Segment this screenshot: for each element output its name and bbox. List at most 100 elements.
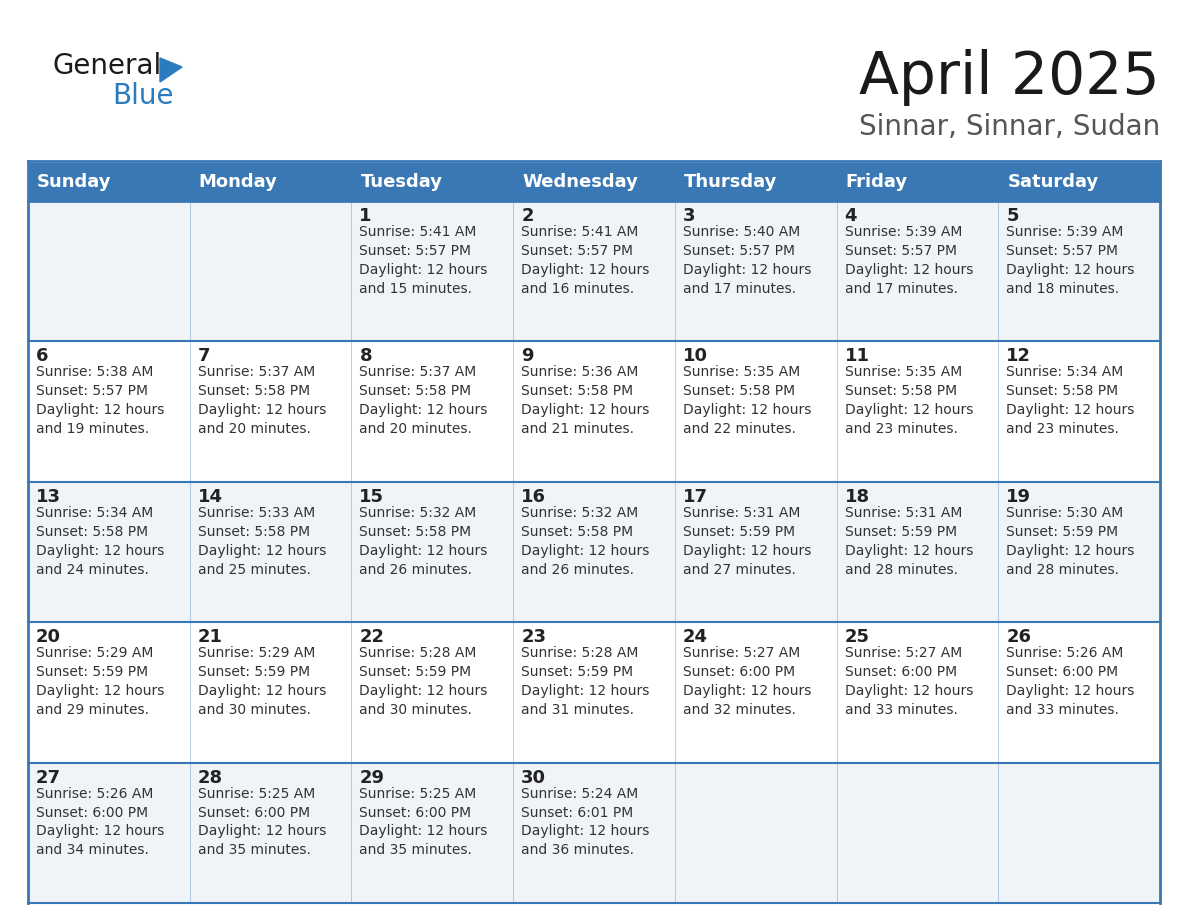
Text: 25: 25 [845, 628, 870, 646]
Bar [190, 482, 352, 622]
Bar [352, 622, 513, 763]
Bar [998, 163, 1159, 201]
Text: 17: 17 [683, 487, 708, 506]
Bar [998, 763, 1159, 903]
Text: Sunrise: 5:37 AM
Sunset: 5:58 PM
Daylight: 12 hours
and 20 minutes.: Sunrise: 5:37 AM Sunset: 5:58 PM Dayligh… [197, 365, 326, 436]
Text: Sunrise: 5:35 AM
Sunset: 5:58 PM
Daylight: 12 hours
and 22 minutes.: Sunrise: 5:35 AM Sunset: 5:58 PM Dayligh… [683, 365, 811, 436]
Text: 15: 15 [360, 487, 385, 506]
Bar [29, 482, 190, 622]
Text: Sunrise: 5:31 AM
Sunset: 5:59 PM
Daylight: 12 hours
and 27 minutes.: Sunrise: 5:31 AM Sunset: 5:59 PM Dayligh… [683, 506, 811, 577]
Bar [675, 482, 836, 622]
Text: Sinnar, Sinnar, Sudan: Sinnar, Sinnar, Sudan [859, 113, 1159, 141]
Text: 8: 8 [360, 347, 372, 365]
Bar [998, 622, 1159, 763]
Bar [998, 482, 1159, 622]
Text: 22: 22 [360, 628, 385, 646]
Text: 18: 18 [845, 487, 870, 506]
Bar [190, 163, 352, 201]
Bar [29, 163, 190, 201]
Text: 24: 24 [683, 628, 708, 646]
Text: Sunday: Sunday [37, 173, 112, 191]
Text: Sunrise: 5:29 AM
Sunset: 5:59 PM
Daylight: 12 hours
and 30 minutes.: Sunrise: 5:29 AM Sunset: 5:59 PM Dayligh… [197, 646, 326, 717]
Bar [513, 622, 675, 763]
Text: 5: 5 [1006, 207, 1019, 225]
Text: Sunrise: 5:37 AM
Sunset: 5:58 PM
Daylight: 12 hours
and 20 minutes.: Sunrise: 5:37 AM Sunset: 5:58 PM Dayligh… [360, 365, 488, 436]
Text: Sunrise: 5:28 AM
Sunset: 5:59 PM
Daylight: 12 hours
and 30 minutes.: Sunrise: 5:28 AM Sunset: 5:59 PM Dayligh… [360, 646, 488, 717]
Text: Sunrise: 5:31 AM
Sunset: 5:59 PM
Daylight: 12 hours
and 28 minutes.: Sunrise: 5:31 AM Sunset: 5:59 PM Dayligh… [845, 506, 973, 577]
Bar [190, 201, 352, 341]
Text: Sunrise: 5:35 AM
Sunset: 5:58 PM
Daylight: 12 hours
and 23 minutes.: Sunrise: 5:35 AM Sunset: 5:58 PM Dayligh… [845, 365, 973, 436]
Bar [513, 763, 675, 903]
Text: Sunrise: 5:25 AM
Sunset: 6:00 PM
Daylight: 12 hours
and 35 minutes.: Sunrise: 5:25 AM Sunset: 6:00 PM Dayligh… [360, 787, 488, 857]
Text: Sunrise: 5:32 AM
Sunset: 5:58 PM
Daylight: 12 hours
and 26 minutes.: Sunrise: 5:32 AM Sunset: 5:58 PM Dayligh… [522, 506, 650, 577]
Bar [836, 341, 998, 482]
Bar [352, 201, 513, 341]
Text: 26: 26 [1006, 628, 1031, 646]
Text: 29: 29 [360, 768, 385, 787]
Bar [998, 341, 1159, 482]
Text: Sunrise: 5:39 AM
Sunset: 5:57 PM
Daylight: 12 hours
and 17 minutes.: Sunrise: 5:39 AM Sunset: 5:57 PM Dayligh… [845, 225, 973, 296]
Bar [675, 341, 836, 482]
Text: 11: 11 [845, 347, 870, 365]
Text: Sunrise: 5:26 AM
Sunset: 6:00 PM
Daylight: 12 hours
and 34 minutes.: Sunrise: 5:26 AM Sunset: 6:00 PM Dayligh… [36, 787, 164, 857]
Bar [836, 163, 998, 201]
Text: 19: 19 [1006, 487, 1031, 506]
Bar [836, 201, 998, 341]
Bar [836, 622, 998, 763]
Text: 4: 4 [845, 207, 857, 225]
Text: 1: 1 [360, 207, 372, 225]
Bar [836, 482, 998, 622]
Bar [352, 163, 513, 201]
Text: 10: 10 [683, 347, 708, 365]
Text: 16: 16 [522, 487, 546, 506]
Text: Sunrise: 5:38 AM
Sunset: 5:57 PM
Daylight: 12 hours
and 19 minutes.: Sunrise: 5:38 AM Sunset: 5:57 PM Dayligh… [36, 365, 164, 436]
Bar [675, 622, 836, 763]
Text: 27: 27 [36, 768, 61, 787]
Text: Sunrise: 5:41 AM
Sunset: 5:57 PM
Daylight: 12 hours
and 15 minutes.: Sunrise: 5:41 AM Sunset: 5:57 PM Dayligh… [360, 225, 488, 296]
Text: 7: 7 [197, 347, 210, 365]
Text: 2: 2 [522, 207, 533, 225]
Text: Tuesday: Tuesday [360, 173, 442, 191]
Text: Sunrise: 5:40 AM
Sunset: 5:57 PM
Daylight: 12 hours
and 17 minutes.: Sunrise: 5:40 AM Sunset: 5:57 PM Dayligh… [683, 225, 811, 296]
Text: Sunrise: 5:34 AM
Sunset: 5:58 PM
Daylight: 12 hours
and 24 minutes.: Sunrise: 5:34 AM Sunset: 5:58 PM Dayligh… [36, 506, 164, 577]
Text: April 2025: April 2025 [859, 50, 1159, 106]
Text: 28: 28 [197, 768, 223, 787]
Text: Saturday: Saturday [1007, 173, 1099, 191]
Text: Sunrise: 5:32 AM
Sunset: 5:58 PM
Daylight: 12 hours
and 26 minutes.: Sunrise: 5:32 AM Sunset: 5:58 PM Dayligh… [360, 506, 488, 577]
Bar [29, 201, 190, 341]
Text: 14: 14 [197, 487, 222, 506]
Text: Sunrise: 5:39 AM
Sunset: 5:57 PM
Daylight: 12 hours
and 18 minutes.: Sunrise: 5:39 AM Sunset: 5:57 PM Dayligh… [1006, 225, 1135, 296]
Text: Sunrise: 5:34 AM
Sunset: 5:58 PM
Daylight: 12 hours
and 23 minutes.: Sunrise: 5:34 AM Sunset: 5:58 PM Dayligh… [1006, 365, 1135, 436]
Text: 21: 21 [197, 628, 222, 646]
Text: 12: 12 [1006, 347, 1031, 365]
Text: Sunrise: 5:30 AM
Sunset: 5:59 PM
Daylight: 12 hours
and 28 minutes.: Sunrise: 5:30 AM Sunset: 5:59 PM Dayligh… [1006, 506, 1135, 577]
Text: Blue: Blue [112, 82, 173, 110]
Text: Sunrise: 5:25 AM
Sunset: 6:00 PM
Daylight: 12 hours
and 35 minutes.: Sunrise: 5:25 AM Sunset: 6:00 PM Dayligh… [197, 787, 326, 857]
Text: 13: 13 [36, 487, 61, 506]
Text: Wednesday: Wednesday [523, 173, 638, 191]
Text: Sunrise: 5:26 AM
Sunset: 6:00 PM
Daylight: 12 hours
and 33 minutes.: Sunrise: 5:26 AM Sunset: 6:00 PM Dayligh… [1006, 646, 1135, 717]
Text: 3: 3 [683, 207, 695, 225]
Bar [352, 341, 513, 482]
Bar [190, 763, 352, 903]
Text: Sunrise: 5:29 AM
Sunset: 5:59 PM
Daylight: 12 hours
and 29 minutes.: Sunrise: 5:29 AM Sunset: 5:59 PM Dayligh… [36, 646, 164, 717]
Bar [190, 341, 352, 482]
Text: Sunrise: 5:24 AM
Sunset: 6:01 PM
Daylight: 12 hours
and 36 minutes.: Sunrise: 5:24 AM Sunset: 6:01 PM Dayligh… [522, 787, 650, 857]
Text: Friday: Friday [846, 173, 908, 191]
Bar [836, 763, 998, 903]
Text: General: General [52, 52, 162, 80]
Text: 9: 9 [522, 347, 533, 365]
Polygon shape [160, 58, 182, 82]
Text: Monday: Monday [198, 173, 278, 191]
Text: Sunrise: 5:28 AM
Sunset: 5:59 PM
Daylight: 12 hours
and 31 minutes.: Sunrise: 5:28 AM Sunset: 5:59 PM Dayligh… [522, 646, 650, 717]
Text: 30: 30 [522, 768, 546, 787]
Text: Sunrise: 5:33 AM
Sunset: 5:58 PM
Daylight: 12 hours
and 25 minutes.: Sunrise: 5:33 AM Sunset: 5:58 PM Dayligh… [197, 506, 326, 577]
Bar [675, 763, 836, 903]
Text: Sunrise: 5:41 AM
Sunset: 5:57 PM
Daylight: 12 hours
and 16 minutes.: Sunrise: 5:41 AM Sunset: 5:57 PM Dayligh… [522, 225, 650, 296]
Text: 20: 20 [36, 628, 61, 646]
Text: 23: 23 [522, 628, 546, 646]
Text: Sunrise: 5:27 AM
Sunset: 6:00 PM
Daylight: 12 hours
and 32 minutes.: Sunrise: 5:27 AM Sunset: 6:00 PM Dayligh… [683, 646, 811, 717]
Bar [29, 341, 190, 482]
Bar [513, 201, 675, 341]
Bar [998, 201, 1159, 341]
